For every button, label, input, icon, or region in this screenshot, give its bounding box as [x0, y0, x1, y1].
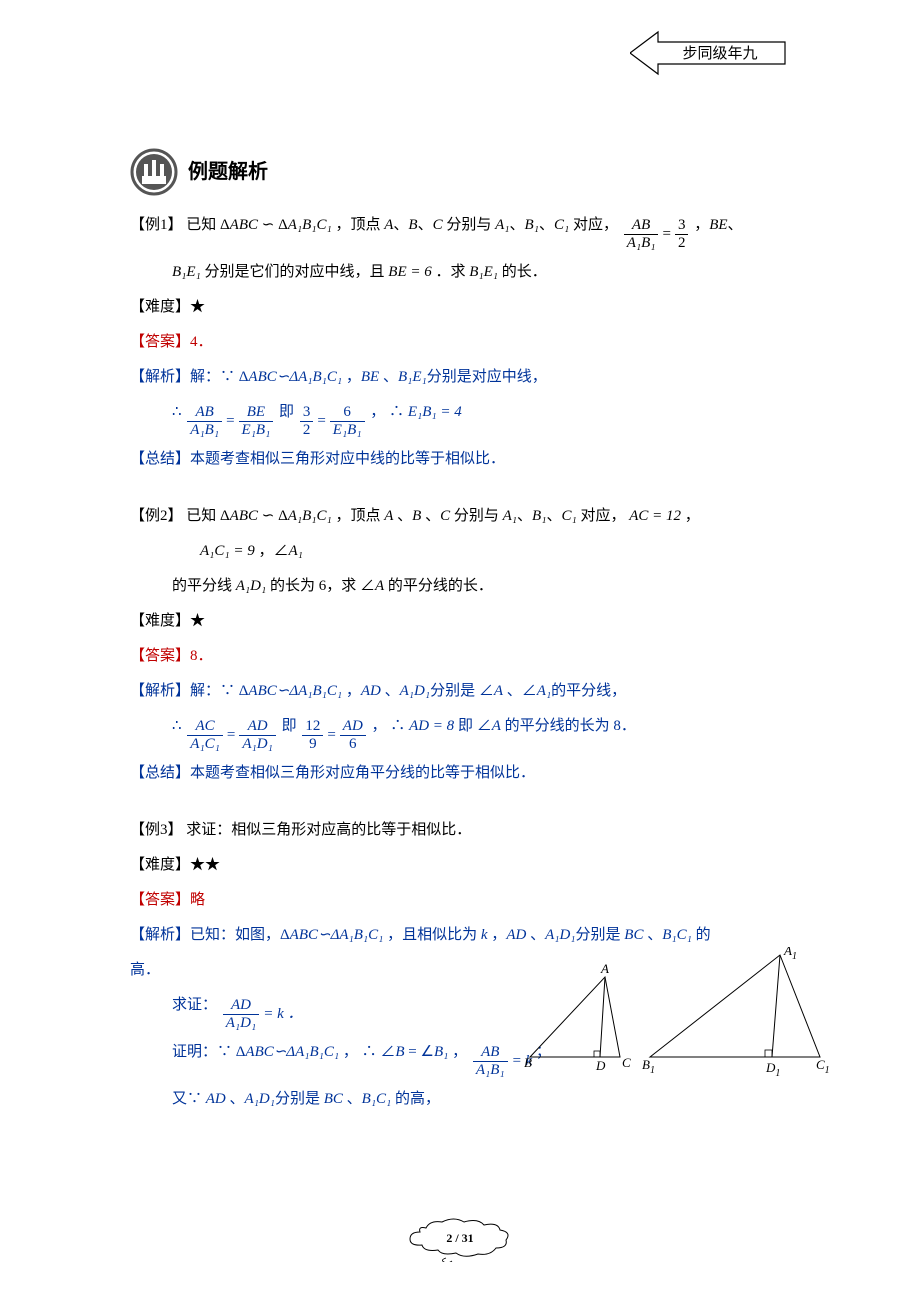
page-number: 2 / 31: [446, 1231, 473, 1245]
cloud-icon: 2 / 31: [400, 1212, 520, 1262]
ex2-analysis1: 【解析】解：∵ ΔABC∽ΔA₁B₁C₁ ，AD 、A₁D₁分别是 ∠A 、∠A…: [130, 678, 830, 705]
ex2-line2: A₁C₁ = 9 ，∠A₁: [130, 538, 830, 565]
ex1-summary: 【总结】本题考查相似三角形对应中线的比等于相似比．: [130, 446, 830, 473]
ex1-difficulty: 【难度】★: [130, 294, 830, 321]
arrow-shape: 步同级年九: [630, 28, 790, 78]
castle-icon: [130, 148, 178, 196]
ex2-line1: 【例2】 已知 ΔABC ∽ ΔA₁B₁C₁ ，顶点 A 、B 、C 分别与 A…: [130, 503, 830, 530]
ex1-analysis2: ∴ ABA₁B₁ = BEE₁B₁ 即 32 = 6E₁B₁ ， ∴ E₁B₁ …: [130, 399, 830, 438]
ex3-difficulty: 【难度】★★: [130, 852, 830, 879]
svg-text:A1: A1: [783, 947, 797, 962]
ex1-analysis1: 【解析】解：∵ ΔABC∽ΔA₁B₁C₁ ，BE 、B₁E₁分别是对应中线，: [130, 364, 830, 391]
header-arrow-text: 步同级年九: [682, 45, 757, 62]
svg-text:D: D: [595, 1058, 606, 1073]
header-arrow: 步同级年九: [630, 28, 790, 88]
ex3-given: 【解析】已知：如图，ΔABC∽ΔA₁B₁C₁ ，且相似比为 k ，AD 、A₁D…: [130, 922, 830, 949]
svg-text:B: B: [524, 1055, 532, 1070]
ex1-answer: 【答案】4．: [130, 329, 830, 356]
ex1-line2: B₁E₁ 分别是它们的对应中线，且 BE = 6 ．求 B₁E₁ 的长．: [130, 259, 830, 286]
triangle-diagrams: A B C D A1 B1 C1 D1: [510, 947, 830, 1087]
example-3: 【例3】 求证：相似三角形对应高的比等于相似比． 【难度】★★ 【答案】略 【解…: [130, 817, 830, 1113]
ex2-answer: 【答案】8．: [130, 643, 830, 670]
svg-text:B1: B1: [642, 1057, 655, 1076]
section-title: 例题解析: [188, 154, 268, 190]
ex1-line1: 【例1】 已知 ΔABC ∽ ΔA₁B₁C₁ ，顶点 A、B、C 分别与 A₁、…: [130, 212, 830, 251]
footer: 2 / 31: [0, 1212, 920, 1272]
ex1-label: 【例1】: [130, 217, 183, 233]
ex3-last: 又∵ AD 、A₁D₁分别是 BC 、B₁C₁ 的高，: [130, 1086, 830, 1113]
example-2: 【例2】 已知 ΔABC ∽ ΔA₁B₁C₁ ，顶点 A 、B 、C 分别与 A…: [130, 503, 830, 787]
ex3-line1: 【例3】 求证：相似三角形对应高的比等于相似比．: [130, 817, 830, 844]
ex2-line3: 的平分线 A₁D₁ 的长为 6，求 ∠A 的平分线的长．: [130, 573, 830, 600]
svg-text:C: C: [622, 1055, 631, 1070]
ex2-analysis2: ∴ ACA₁C₁ = ADA₁D₁ 即 129 = AD6 ， ∴ AD = 8…: [130, 713, 830, 752]
svg-text:C1: C1: [816, 1057, 830, 1076]
section-header: 例题解析: [130, 148, 830, 196]
svg-text:A: A: [600, 961, 609, 976]
ex2-difficulty: 【难度】★: [130, 608, 830, 635]
example-1: 【例1】 已知 ΔABC ∽ ΔA₁B₁C₁ ，顶点 A、B、C 分别与 A₁、…: [130, 212, 830, 473]
ex3-answer: 【答案】略: [130, 887, 830, 914]
triangles-svg: A B C D A1 B1 C1 D1: [510, 947, 830, 1077]
svg-text:D1: D1: [765, 1060, 780, 1077]
ex2-summary: 【总结】本题考查相似三角形对应角平分线的比等于相似比．: [130, 760, 830, 787]
